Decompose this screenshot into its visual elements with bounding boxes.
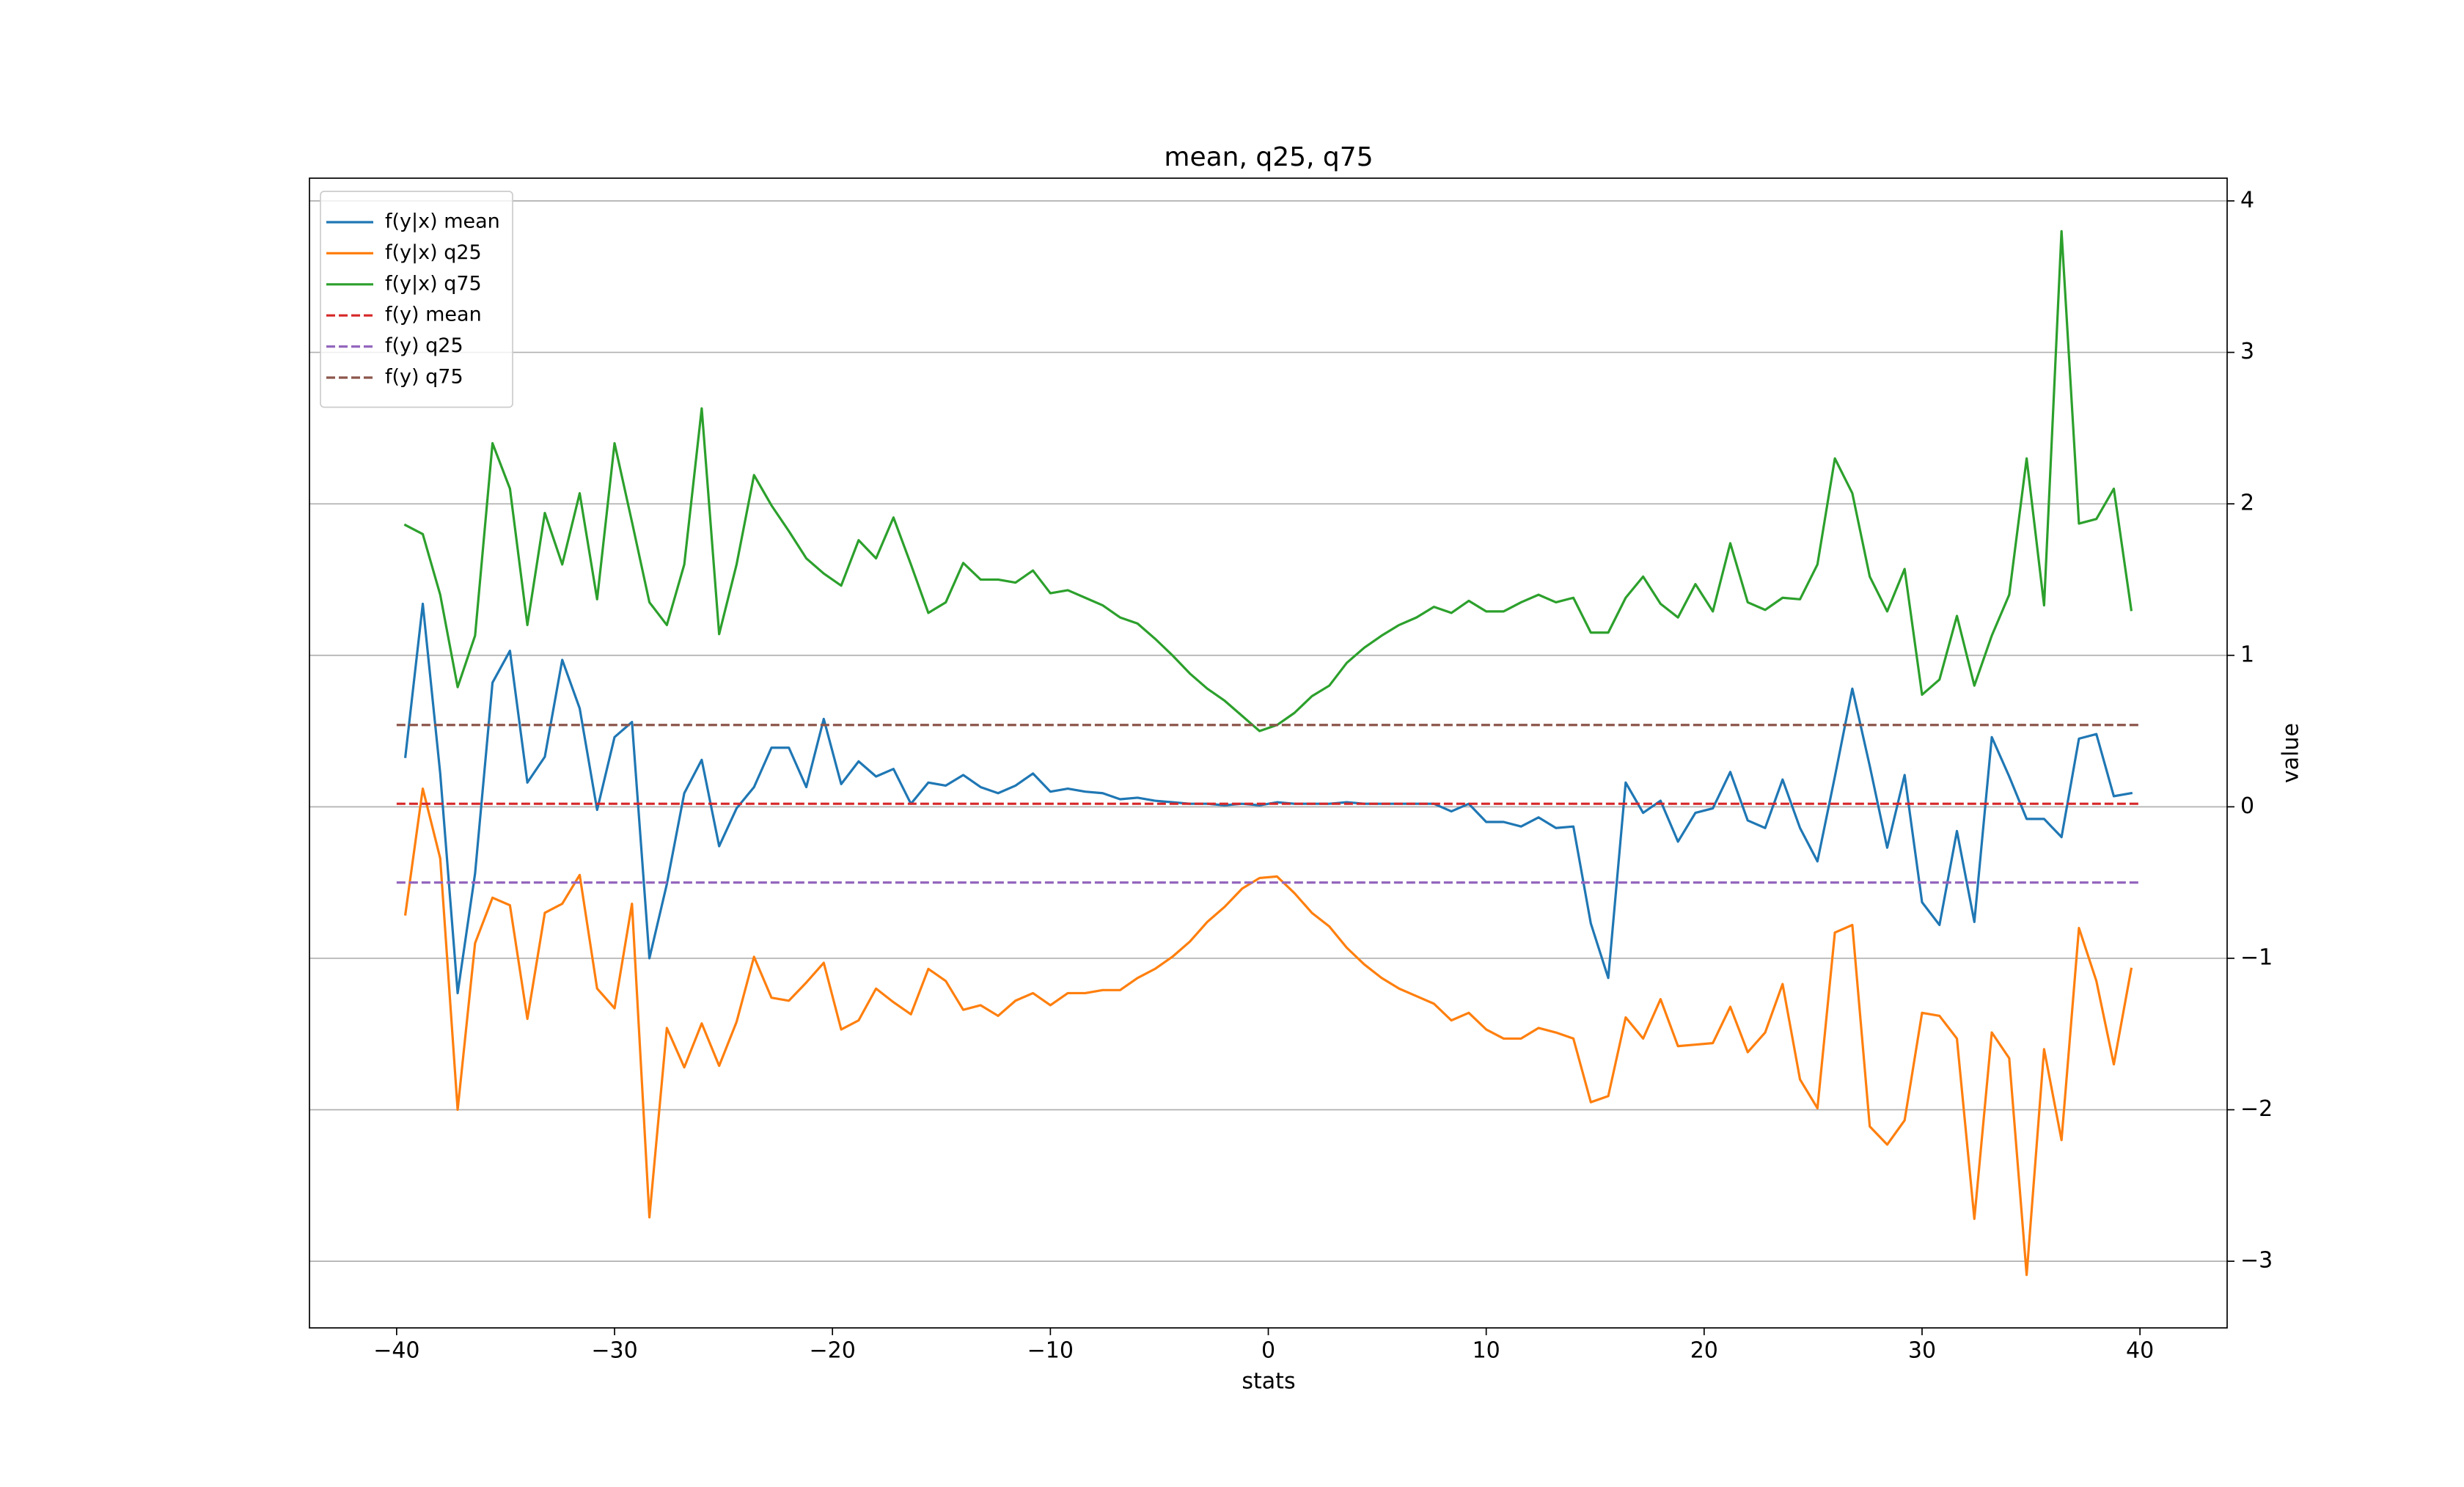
legend-label: f(y|x) mean [385, 210, 500, 233]
x-tick-label: −40 [373, 1338, 419, 1364]
x-tick-label: 30 [1908, 1338, 1936, 1364]
x-tick-label: −10 [1027, 1338, 1074, 1364]
y-tick-label: −3 [2240, 1248, 2273, 1274]
y-tick-label: 0 [2240, 793, 2254, 819]
line-series [403, 602, 2133, 995]
x-tick-label: −20 [810, 1338, 856, 1364]
y-tick-label: 2 [2240, 491, 2254, 516]
y-axis-label: value [2278, 723, 2304, 783]
line-series [403, 787, 2133, 1277]
legend-box [320, 191, 513, 408]
chart-title: mean, q25, q75 [1164, 142, 1373, 172]
x-axis-label: stats [1242, 1369, 1295, 1395]
legend-label: f(y) q75 [385, 366, 463, 389]
line-series [403, 230, 2133, 733]
x-tick-label: 40 [2126, 1338, 2154, 1364]
y-tick-label: −1 [2240, 944, 2273, 970]
x-tick-label: 20 [1690, 1338, 1718, 1364]
x-tick-label: 0 [1261, 1338, 1275, 1364]
y-tick-label: −2 [2240, 1096, 2273, 1122]
y-tick-label: 3 [2240, 339, 2254, 364]
x-tick-label: 10 [1473, 1338, 1500, 1364]
legend-label: f(y) q25 [385, 334, 463, 357]
y-tick-label: 1 [2240, 642, 2254, 667]
x-tick-label: −30 [591, 1338, 637, 1364]
legend-label: f(y) mean [385, 304, 482, 326]
y-tick-label: 4 [2240, 187, 2254, 213]
legend-label: f(y|x) q25 [385, 241, 482, 264]
legend-label: f(y|x) q75 [385, 272, 482, 295]
axes-frame [309, 177, 2228, 1329]
